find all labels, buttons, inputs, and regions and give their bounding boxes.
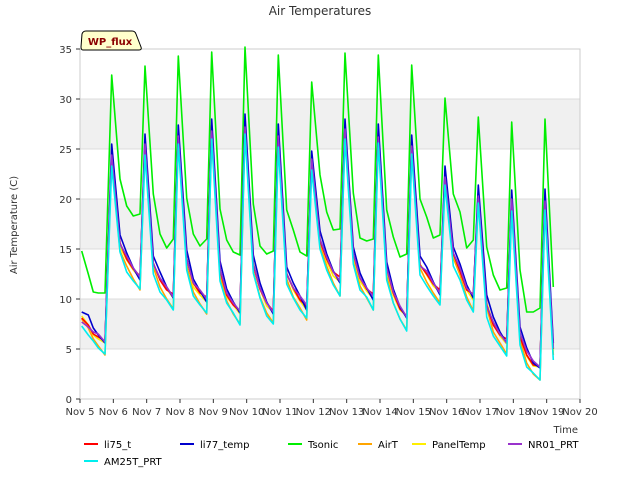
y-axis-ticks: 0 5 10 15 20 25 30 35	[59, 45, 80, 406]
x-tick-label: Nov 5	[65, 407, 94, 418]
background-band	[80, 99, 580, 149]
legend-label: AM25T_PRT	[104, 457, 163, 468]
legend-label: li77_temp	[200, 440, 249, 451]
legend-item-NR01_PRT: NR01_PRT	[508, 440, 579, 451]
x-tick-label: Nov 14	[362, 407, 397, 418]
legend-item-li75_t: li75_t	[84, 440, 131, 451]
plot-background	[80, 99, 580, 349]
legend-label: li75_t	[104, 440, 131, 451]
x-tick-label: Nov 17	[462, 407, 497, 418]
y-tick-label: 20	[59, 195, 72, 206]
y-tick-label: 10	[59, 295, 72, 306]
x-tick-label: Nov 13	[329, 407, 364, 418]
x-tick-label: Nov 19	[529, 407, 564, 418]
y-tick-label: 25	[59, 145, 72, 156]
y-tick-label: 35	[59, 45, 72, 56]
x-tick-label: Nov 11	[262, 407, 297, 418]
x-tick-label: Nov 9	[199, 407, 228, 418]
site-badge: WP_flux	[80, 30, 142, 51]
x-axis-label: Time	[553, 425, 578, 436]
legend-item-AirT: AirT	[358, 440, 399, 451]
series-lines	[80, 46, 555, 381]
x-tick-label: Nov 6	[99, 407, 128, 418]
y-tick-label: 5	[66, 345, 72, 356]
x-tick-label: Nov 18	[496, 407, 531, 418]
legend-item-Tsonic: Tsonic	[288, 440, 338, 451]
legend-label: NR01_PRT	[528, 440, 579, 451]
y-tick-label: 30	[59, 95, 72, 106]
series-line-AM25T_PRT	[81, 133, 555, 381]
legend: li75_t li77_temp Tsonic AirT PanelTemp NR01_P…	[84, 440, 579, 468]
legend-item-li77_temp: li77_temp	[180, 440, 249, 451]
site-badge-label: WP_flux	[88, 37, 133, 48]
chart-title: Air Temperatures	[269, 4, 372, 18]
x-tick-label: Nov 16	[429, 407, 464, 418]
legend-label: PanelTemp	[432, 440, 486, 451]
x-tick-label: Nov 15	[396, 407, 431, 418]
x-tick-label: Nov 10	[229, 407, 264, 418]
y-axis-label: Air Temperature (C)	[9, 176, 20, 274]
legend-item-PanelTemp: PanelTemp	[412, 440, 486, 451]
x-tick-label: Nov 8	[165, 407, 194, 418]
y-tick-label: 15	[59, 245, 72, 256]
x-tick-label: Nov 20	[562, 407, 597, 418]
legend-item-AM25T_PRT: AM25T_PRT	[84, 457, 163, 468]
x-tick-label: Nov 12	[296, 407, 331, 418]
x-tick-label: Nov 7	[132, 407, 161, 418]
legend-label: Tsonic	[307, 440, 338, 451]
y-tick-label: 0	[66, 395, 72, 406]
plot-frame	[79, 48, 581, 400]
series-line-Tsonic	[80, 46, 555, 313]
legend-label: AirT	[378, 440, 399, 451]
